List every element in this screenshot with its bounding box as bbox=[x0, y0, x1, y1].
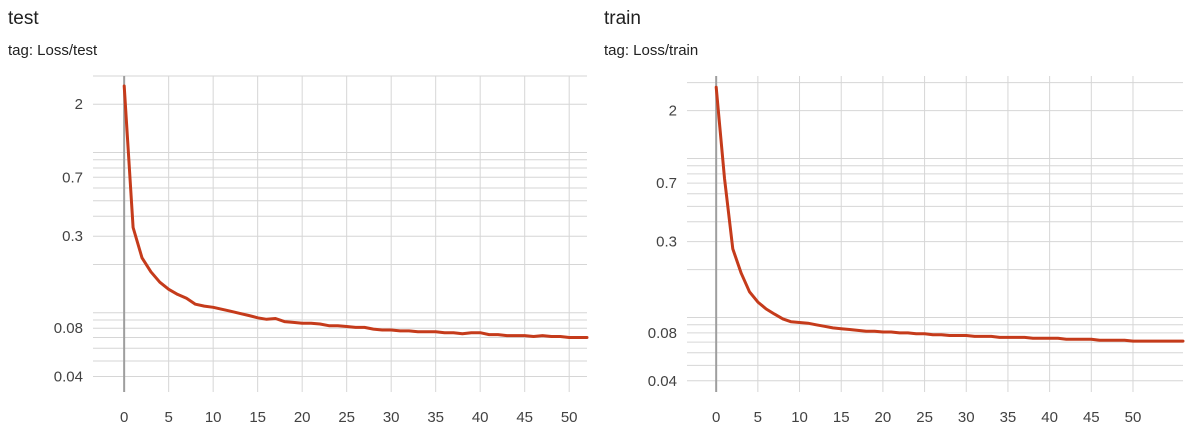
x-tick-label: 45 bbox=[516, 409, 533, 426]
x-tick-label: 40 bbox=[472, 409, 489, 426]
x-tick-label: 30 bbox=[383, 409, 400, 426]
y-tick-label: 0.04 bbox=[648, 373, 677, 390]
chart-subtitle: tag: Loss/train bbox=[604, 42, 699, 59]
y-tick-label: 0.3 bbox=[656, 234, 677, 251]
chart-title: train bbox=[604, 8, 641, 29]
x-tick-label: 50 bbox=[561, 409, 578, 426]
x-tick-label: 45 bbox=[1083, 409, 1100, 426]
chart-plot-test: 0 5 10 15 20 25 30 35 40 45 50 2 0.7 0.3 0.08 0.04 bbox=[54, 75, 589, 426]
grid bbox=[93, 75, 587, 392]
x-tick-label: 35 bbox=[427, 409, 444, 426]
grid bbox=[687, 76, 1183, 392]
y-tick-label: 0.04 bbox=[54, 368, 83, 385]
x-tick-label: 40 bbox=[1041, 409, 1058, 426]
x-tick-label: 35 bbox=[1000, 409, 1017, 426]
x-tick-label: 25 bbox=[916, 409, 933, 426]
y-tick-label: 0.08 bbox=[54, 320, 83, 337]
x-tick-label: 5 bbox=[164, 409, 172, 426]
y-tick-label: 2 bbox=[75, 96, 83, 113]
x-tick-label: 15 bbox=[249, 409, 266, 426]
y-tick-label: 0.7 bbox=[62, 169, 83, 186]
series-line bbox=[122, 84, 589, 339]
x-tick-label: 20 bbox=[294, 409, 311, 426]
x-tick-label: 5 bbox=[754, 409, 762, 426]
y-tick-label: 2 bbox=[669, 103, 677, 120]
x-tick-label: 10 bbox=[791, 409, 808, 426]
chart-plot-train: 0 5 10 15 20 25 30 35 40 45 50 2 0.7 0.3 0.08 0.04 bbox=[648, 76, 1185, 426]
x-tick-label: 0 bbox=[120, 409, 128, 426]
chart-subtitle: tag: Loss/test bbox=[8, 42, 98, 59]
x-tick-label: 20 bbox=[875, 409, 892, 426]
chart-title: test bbox=[8, 8, 39, 29]
x-tick-label: 15 bbox=[833, 409, 850, 426]
x-tick-label: 10 bbox=[205, 409, 222, 426]
y-tick-label: 0.3 bbox=[62, 228, 83, 245]
chart-panel-train: train tag: Loss/train 0 5 10 15 20 25 30 35 40 45… bbox=[596, 0, 1186, 428]
y-tick-label: 0.08 bbox=[648, 325, 677, 342]
x-tick-label: 0 bbox=[712, 409, 720, 426]
series-line bbox=[714, 85, 1185, 343]
y-tick-label: 0.7 bbox=[656, 175, 677, 192]
x-tick-label: 30 bbox=[958, 409, 975, 426]
x-tick-label: 50 bbox=[1125, 409, 1142, 426]
chart-panel-test: test tag: Loss/test 0 5 10 15 20 25 30 35 40 45 50… bbox=[0, 0, 590, 428]
x-tick-label: 25 bbox=[338, 409, 355, 426]
